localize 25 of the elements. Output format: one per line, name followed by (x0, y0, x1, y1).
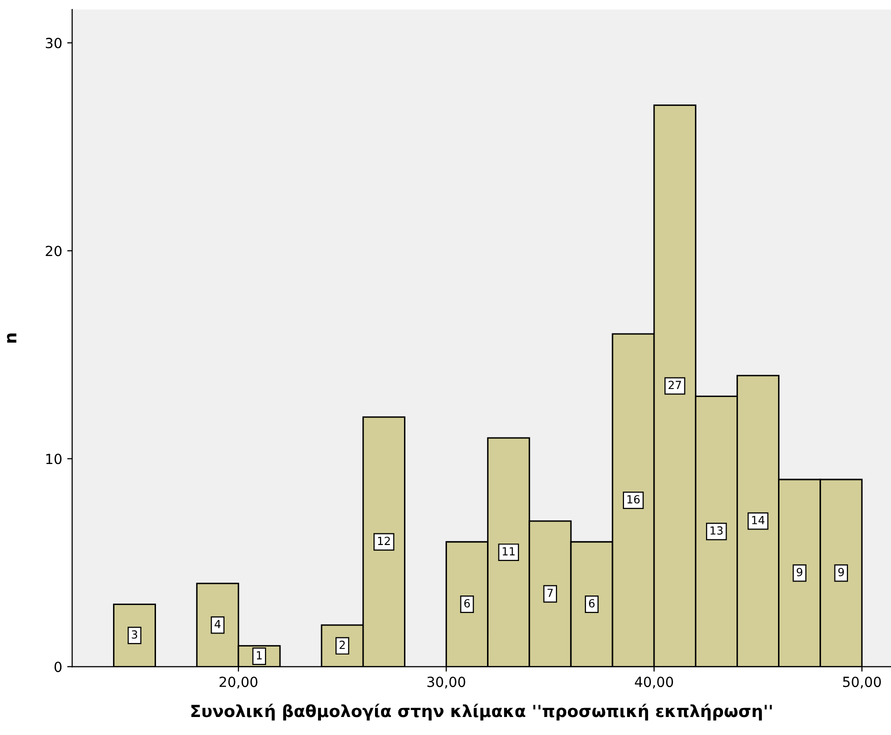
data-label: 12 (378, 536, 390, 545)
data-label: 27 (668, 380, 681, 389)
y-axis-title: n (6, 333, 16, 343)
data-label: 7 (548, 588, 553, 597)
data-label: 9 (838, 568, 844, 576)
data-label: 4 (214, 620, 221, 628)
data-label: 13 (710, 526, 723, 535)
y-tick-label: 10 (46, 454, 62, 464)
x-tick-label: 20,00 (220, 676, 258, 689)
x-tick-label: 40,00 (634, 676, 674, 689)
data-label: 11 (502, 547, 515, 556)
y-tick-label: 30 (46, 38, 62, 48)
data-label: 1 (256, 651, 262, 660)
data-label: 6 (464, 599, 470, 608)
data-label: 2 (340, 640, 345, 649)
data-label: 14 (752, 516, 764, 524)
x-tick-label: 50,00 (843, 676, 881, 689)
data-label: 6 (588, 599, 595, 608)
y-tick-label: 0 (54, 662, 62, 672)
data-label: 3 (132, 630, 138, 639)
x-axis-title: Συνολική βαθμολογία στην κλίμακα ''προσωπική εκπλήρωση'' (191, 704, 772, 721)
data-label: 16 (627, 495, 640, 504)
data-label: 9 (796, 568, 802, 576)
x-tick-label: 30,00 (427, 676, 466, 689)
y-tick-label: 20 (46, 246, 62, 256)
